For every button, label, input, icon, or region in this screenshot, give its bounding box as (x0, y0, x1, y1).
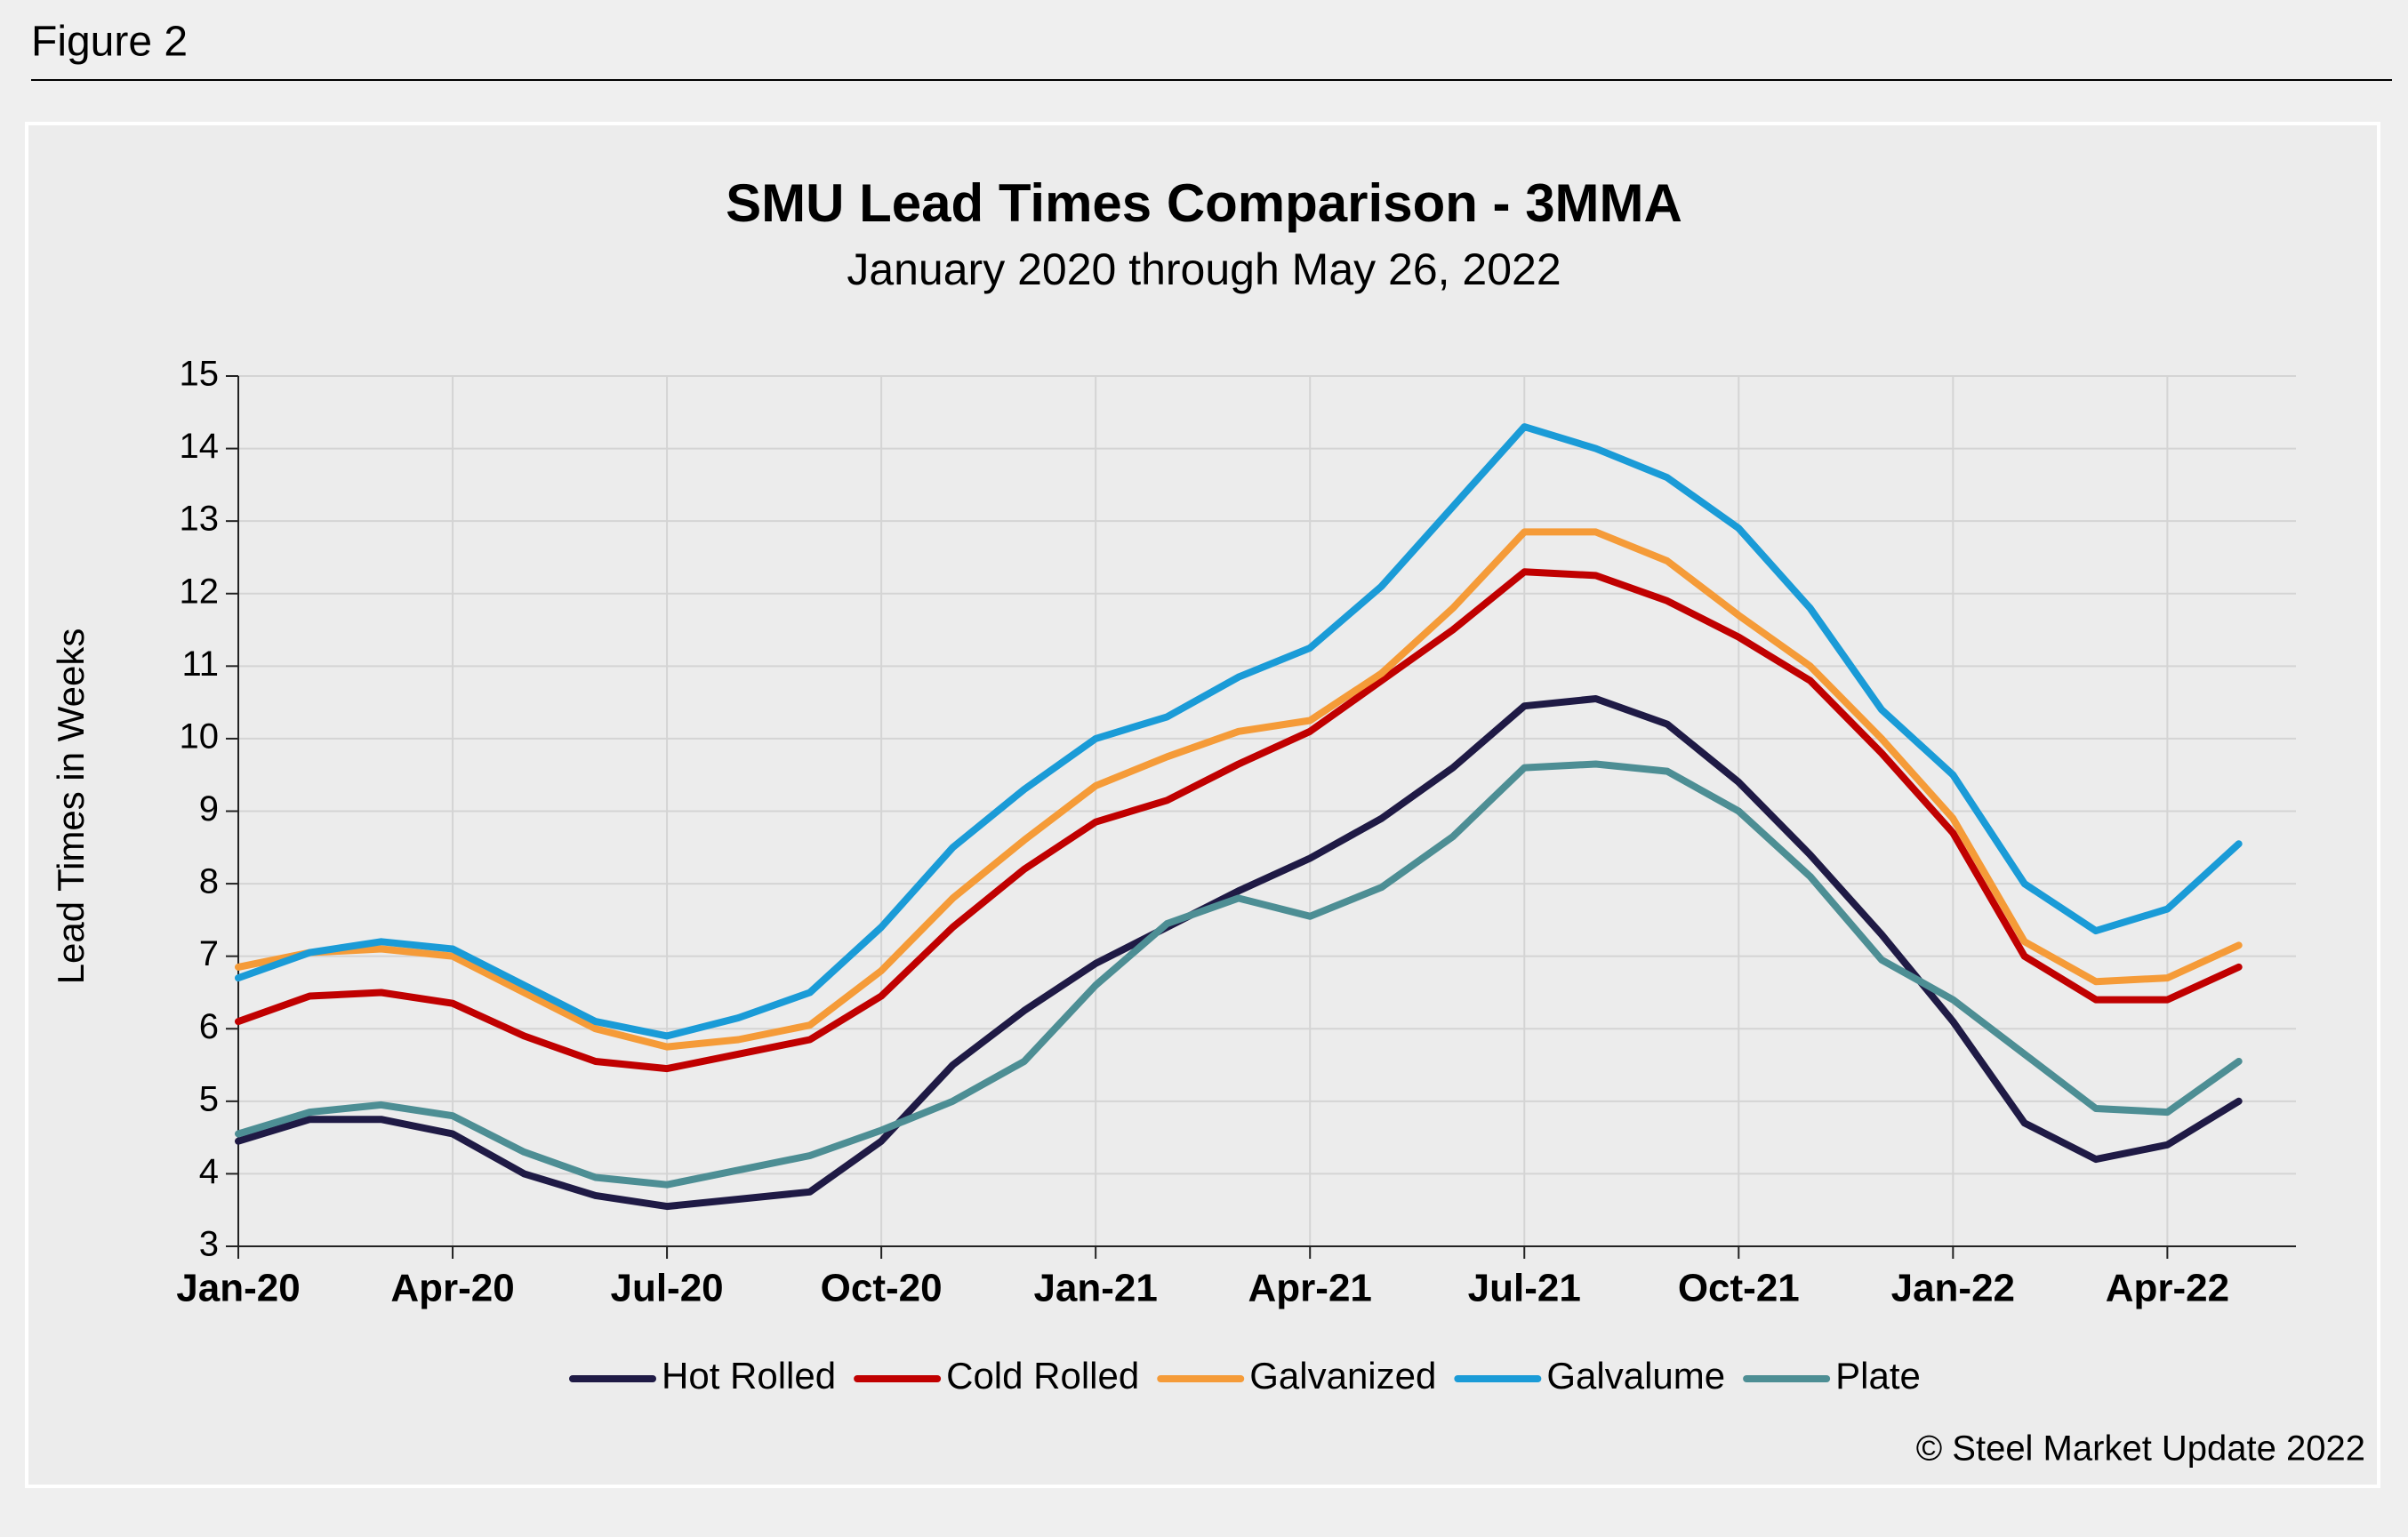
legend-label: Hot Rolled (662, 1355, 836, 1397)
series-line (235, 760, 2243, 1189)
y-axis-label: Lead Times in Weeks (50, 628, 92, 985)
legend-label: Galvanized (1249, 1355, 1436, 1397)
x-tick-label: Jan-20 (176, 1267, 300, 1310)
y-tick-label: 4 (199, 1152, 219, 1191)
x-tick-label: Apr-20 (390, 1267, 514, 1310)
figure-label: Figure 2 (31, 19, 188, 66)
y-tick-label: 11 (181, 644, 219, 684)
y-tick-label: 13 (180, 500, 220, 539)
chart-panel (25, 122, 2380, 1488)
series-line (235, 695, 2243, 1211)
y-tick-label: 15 (180, 355, 220, 394)
legend-label: Cold Rolled (946, 1355, 1139, 1397)
chart-subtitle: January 2020 through May 26, 2022 (847, 244, 1561, 294)
x-tick-label: Jul-21 (1468, 1267, 1581, 1310)
x-tick-label: Jan-22 (1891, 1267, 2015, 1310)
x-tick-label: Apr-22 (2106, 1267, 2229, 1310)
y-tick-label: 6 (199, 1007, 219, 1046)
x-tick-label: Oct-20 (821, 1267, 943, 1310)
series-line (235, 568, 2243, 1073)
y-tick-label: 3 (199, 1225, 219, 1264)
legend-label: Galvalume (1546, 1355, 1725, 1397)
chart-title: SMU Lead Times Comparison - 3MMA (726, 173, 1682, 233)
x-tick-label: Oct-21 (1678, 1267, 1800, 1310)
y-tick-label: 9 (199, 789, 219, 829)
series-line (235, 528, 2243, 1051)
y-tick-label: 14 (180, 427, 220, 466)
legend-label: Plate (1835, 1355, 1921, 1397)
y-tick-label: 5 (199, 1079, 219, 1118)
y-tick-label: 7 (199, 934, 219, 973)
series-line (235, 423, 2243, 1040)
y-tick-label: 10 (180, 716, 220, 756)
x-tick-label: Apr-21 (1248, 1267, 1372, 1310)
y-tick-label: 8 (199, 862, 219, 901)
x-tick-label: Jan-21 (1033, 1267, 1157, 1310)
copyright: © Steel Market Update 2022 (1916, 1429, 2365, 1469)
y-tick-label: 12 (180, 572, 220, 611)
x-tick-label: Jul-20 (610, 1267, 723, 1310)
